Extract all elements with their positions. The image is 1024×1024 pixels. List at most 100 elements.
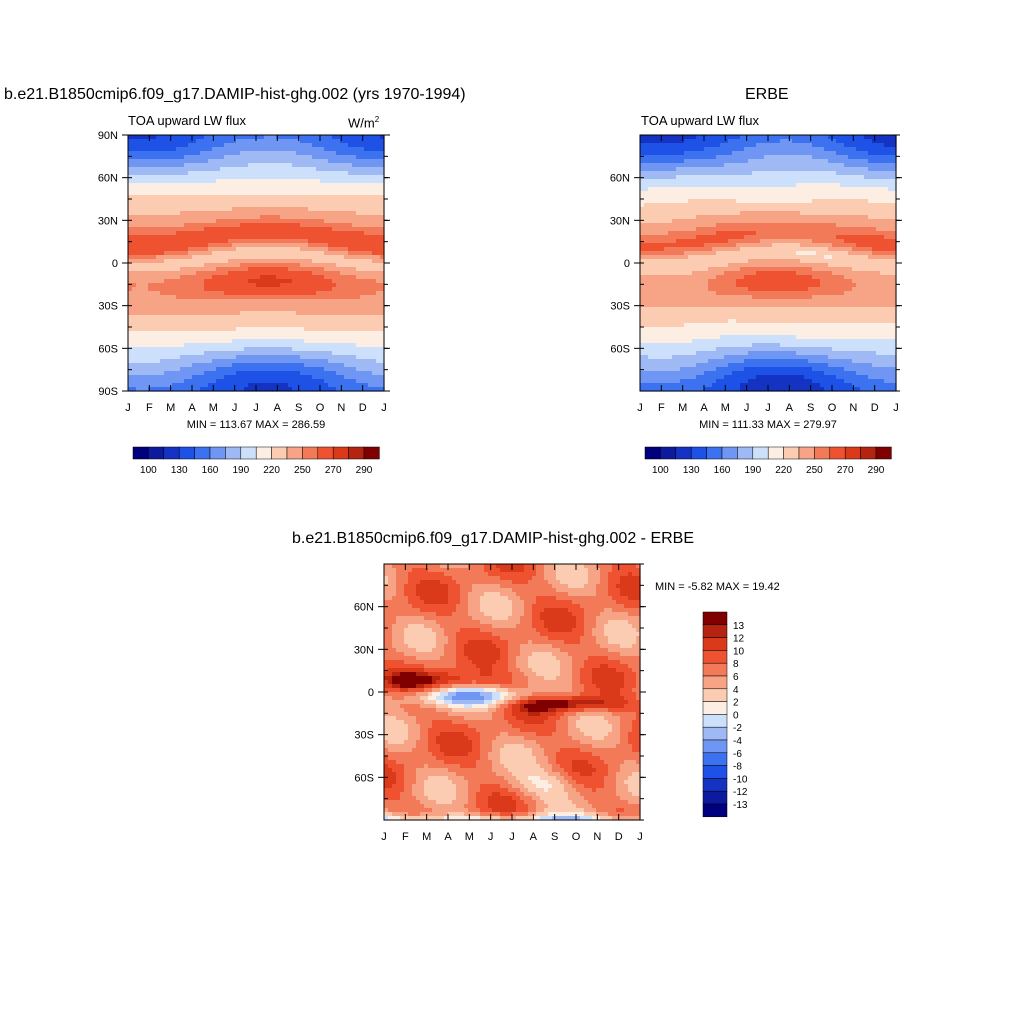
field-cell [164,287,169,292]
field-cell [324,227,329,232]
field-cell [204,227,209,232]
field-cell [328,311,333,316]
field-cell [368,183,373,188]
field-cell [248,151,253,156]
field-cell [256,135,261,140]
field-cell [644,183,649,188]
field-cell [148,211,153,216]
field-cell [200,135,205,140]
field-cell [660,147,665,152]
field-cell [284,303,289,308]
field-cell [336,163,341,168]
field-cell [380,351,385,356]
field-cell [680,315,685,320]
field-cell [156,247,161,252]
field-cell [140,351,145,356]
field-cell [308,219,313,224]
field-cell [148,295,153,300]
field-cell [244,339,249,344]
field-cell [232,331,237,336]
field-cell [640,187,645,192]
field-cell [312,335,317,340]
field-cell [144,351,149,356]
field-cell [212,151,217,156]
field-cell [652,155,657,160]
field-cell [172,259,177,264]
field-cell [148,371,153,376]
field-cell [152,371,157,376]
field-cell [368,295,373,300]
field-cell [160,263,165,268]
field-cell [260,383,265,388]
field-cell [188,287,193,292]
field-cell [216,339,221,344]
field-cell [136,259,141,264]
field-cell [300,143,305,148]
field-cell [268,291,273,296]
field-cell [164,315,169,320]
field-cell [200,327,205,332]
field-cell [180,147,185,152]
field-cell [228,223,233,228]
field-cell [220,183,225,188]
field-cell [288,271,293,276]
field-cell [284,375,289,380]
field-cell [652,355,657,360]
field-cell [276,211,281,216]
colorbar-swatch [240,446,257,460]
field-cell [212,375,217,380]
field-cell [208,379,213,384]
field-cell [376,355,381,360]
field-cell [664,343,669,348]
field-cell [188,299,193,304]
field-cell [132,227,137,232]
field-cell [268,319,273,324]
field-cell [176,335,181,340]
field-cell [156,143,161,148]
field-cell [328,263,333,268]
field-cell [684,195,689,200]
field-cell [224,351,229,356]
field-cell [184,339,189,344]
field-cell [196,167,201,172]
field-cell [260,191,265,196]
field-cell [176,367,181,372]
field-cell [256,167,261,172]
field-cell [256,351,261,356]
field-cell [668,275,673,280]
field-cell [288,291,293,296]
field-cell [240,159,245,164]
field-cell [684,207,689,212]
field-cell [364,375,369,380]
field-cell [336,359,341,364]
field-cell [364,267,369,272]
field-cell [192,239,197,244]
field-cell [680,359,685,364]
field-cell [356,331,361,336]
field-cell [244,159,249,164]
field-cell [148,307,153,312]
field-cell [216,239,221,244]
field-cell [128,315,133,320]
field-cell [132,235,137,240]
field-cell [676,231,681,236]
field-cell [308,319,313,324]
field-cell [184,379,189,384]
field-cell [212,239,217,244]
field-cell [140,363,145,368]
field-cell [284,239,289,244]
field-cell [680,227,685,232]
field-cell [288,223,293,228]
field-cell [280,155,285,160]
field-cell [144,371,149,376]
field-cell [216,271,221,276]
field-cell [220,195,225,200]
field-cell [680,179,685,184]
field-cell [248,215,253,220]
field-cell [212,183,217,188]
field-cell [348,343,353,348]
field-cell [300,139,305,144]
field-cell [288,327,293,332]
field-cell [324,363,329,368]
field-cell [236,219,241,224]
